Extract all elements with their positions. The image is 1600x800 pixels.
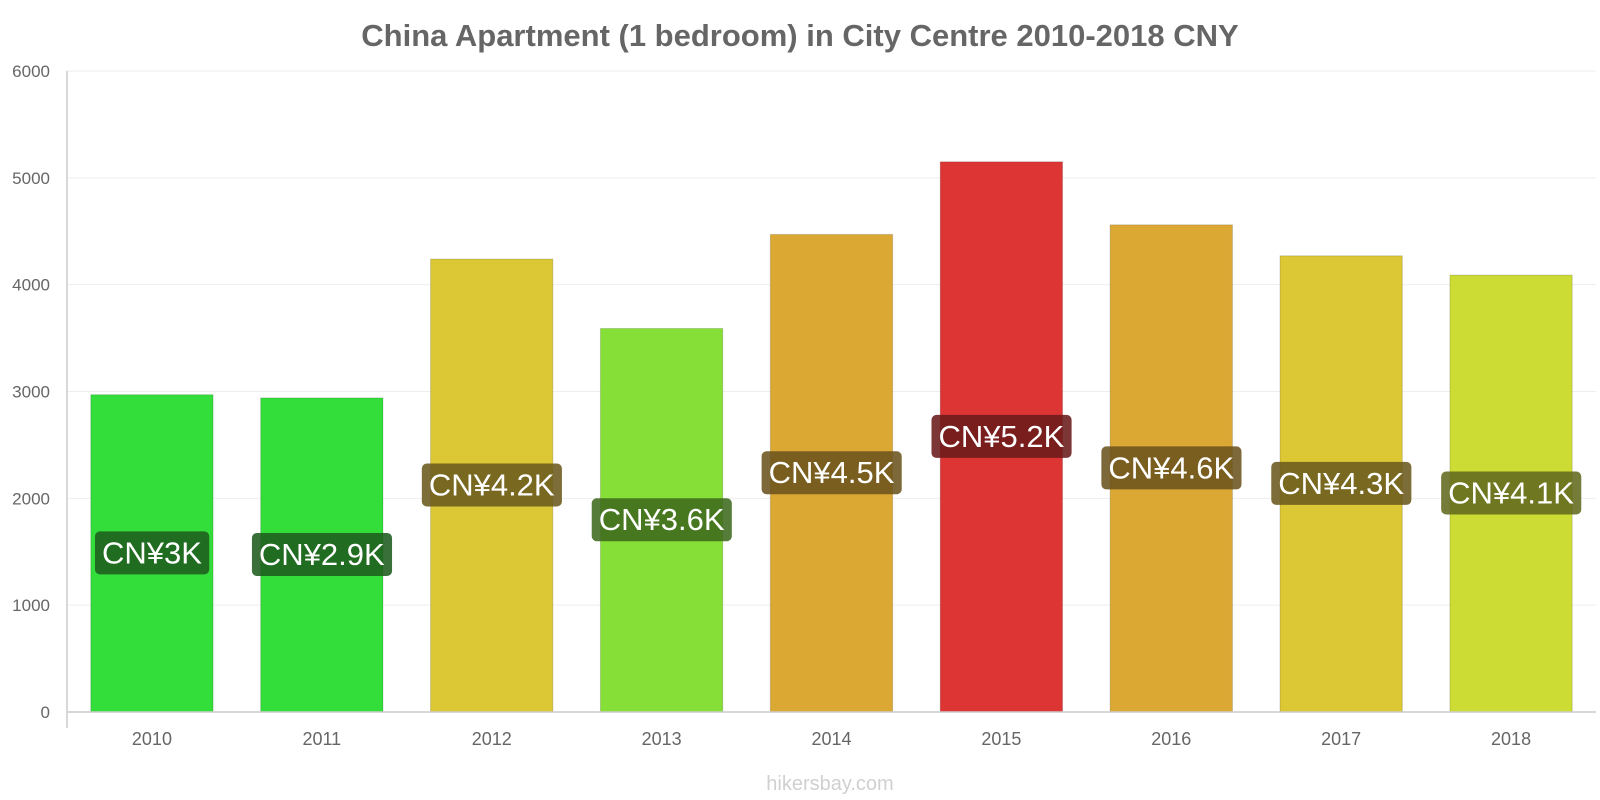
- data-label-box: [251, 532, 393, 576]
- y-tick-label: 0: [41, 703, 50, 722]
- y-tick-label: 6000: [12, 62, 50, 81]
- data-label: CN¥3.6K: [599, 502, 725, 537]
- data-label-box: [94, 531, 210, 575]
- x-tick-label: 2018: [1491, 729, 1531, 749]
- data-label-box: [591, 498, 732, 542]
- x-tick-label: 2013: [642, 729, 682, 749]
- chart-title: China Apartment (1 bedroom) in City Cent…: [361, 18, 1239, 53]
- y-tick-label: 4000: [12, 276, 50, 295]
- bars: [90, 161, 1573, 713]
- x-axis: 2010 2011 2012 2013 2014 2015 2016 2017 2018: [67, 711, 1596, 749]
- data-label: CN¥5.2K: [938, 419, 1064, 454]
- watermark: hikersbay.com: [766, 773, 893, 795]
- data-label: CN¥4.6K: [1108, 450, 1234, 485]
- y-tick-label: 1000: [12, 596, 50, 615]
- data-labels: CN¥3K CN¥2.9K CN¥4.2K CN¥3.6K CN¥4.5K CN¥5.2K…: [94, 414, 1582, 576]
- data-label: CN¥4.5K: [769, 455, 895, 490]
- y-axis: 0 1000 2000 3000 4000 5000 6000: [12, 62, 68, 728]
- x-tick-label: 2014: [811, 729, 851, 749]
- data-label-box: [1101, 446, 1242, 490]
- data-label: CN¥2.9K: [259, 537, 385, 572]
- x-tick-label: 2011: [302, 729, 341, 749]
- data-label-box: [1271, 461, 1412, 505]
- data-label-box: [931, 414, 1072, 458]
- data-label-box: [1441, 471, 1582, 515]
- data-label: CN¥4.3K: [1278, 466, 1404, 501]
- data-label: CN¥4.1K: [1448, 476, 1574, 511]
- y-tick-label: 2000: [12, 489, 50, 508]
- x-tick-label: 2012: [472, 729, 512, 749]
- x-tick-label: 2015: [981, 729, 1021, 749]
- data-label: CN¥3K: [102, 535, 202, 570]
- data-label-box: [421, 463, 562, 507]
- x-tick-label: 2017: [1321, 729, 1361, 749]
- x-tick-label: 2016: [1151, 729, 1191, 749]
- data-label-box: [761, 451, 902, 495]
- data-label: CN¥4.2K: [429, 468, 555, 503]
- x-tick-label: 2010: [132, 729, 172, 749]
- y-tick-label: 5000: [12, 169, 50, 188]
- y-tick-label: 3000: [12, 383, 50, 402]
